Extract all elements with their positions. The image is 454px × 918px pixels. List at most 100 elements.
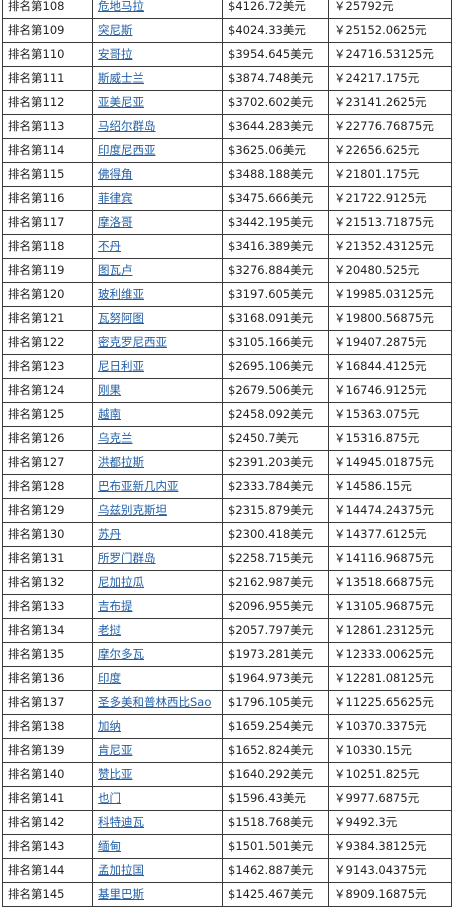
rank-cell: 排名第144 [2, 858, 93, 883]
table-body: 排名第108 危地马拉 $4126.72美元 ￥25792元 排名第109 突尼斯 $402… [2, 0, 452, 907]
rank-cell: 排名第120 [2, 282, 93, 307]
country-cell: 所罗门群岛 [92, 546, 223, 571]
country-link[interactable]: 刚果 [98, 383, 121, 397]
country-cell: 斯威士兰 [92, 66, 223, 91]
country-link[interactable]: 所罗门群岛 [98, 551, 156, 565]
usd-value-cell: $3874.748美元 [222, 66, 329, 91]
table-row: 排名第141 也门 $1596.43美元 ￥9977.6875元 [2, 786, 452, 811]
country-link[interactable]: 巴布亚新几内亚 [98, 479, 179, 493]
country-link[interactable]: 尼日利亚 [98, 359, 144, 373]
country-cell: 瓦努阿图 [92, 306, 223, 331]
country-link[interactable]: 瓦努阿图 [98, 311, 144, 325]
country-link[interactable]: 菲律宾 [98, 191, 133, 205]
country-link[interactable]: 斯威士兰 [98, 71, 144, 85]
table-row: 排名第115 佛得角 $3488.188美元 ￥21801.175元 [2, 162, 452, 187]
table-row: 排名第109 突尼斯 $4024.33美元 ￥25152.0625元 [2, 18, 452, 43]
country-link[interactable]: 不丹 [98, 239, 121, 253]
country-link[interactable]: 安哥拉 [98, 47, 133, 61]
country-link[interactable]: 老挝 [98, 623, 121, 637]
rank-cell: 排名第119 [2, 258, 93, 283]
country-link[interactable]: 加纳 [98, 719, 121, 733]
cny-value-cell: ￥12861.23125元 [328, 618, 452, 643]
country-link[interactable]: 圣多美和普林西比Sao [98, 695, 212, 709]
cny-value-cell: ￥21722.9125元 [328, 186, 452, 211]
usd-value-cell: $2333.784美元 [222, 474, 329, 499]
usd-value-cell: $2096.955美元 [222, 594, 329, 619]
country-link[interactable]: 乌克兰 [98, 431, 133, 445]
table-row: 排名第137 圣多美和普林西比Sao $1796.105美元 ￥11225.65625… [2, 690, 452, 715]
rank-cell: 排名第123 [2, 354, 93, 379]
usd-value-cell: $2057.797美元 [222, 618, 329, 643]
country-link[interactable]: 越南 [98, 407, 121, 421]
rank-cell: 排名第138 [2, 714, 93, 739]
rank-cell: 排名第136 [2, 666, 93, 691]
country-link[interactable]: 吉布提 [98, 599, 133, 613]
rank-cell: 排名第122 [2, 330, 93, 355]
cny-value-cell: ￥10370.3375元 [328, 714, 452, 739]
country-link[interactable]: 危地马拉 [98, 0, 144, 13]
country-link[interactable]: 苏丹 [98, 527, 121, 541]
table-row: 排名第108 危地马拉 $4126.72美元 ￥25792元 [2, 0, 452, 19]
cny-value-cell: ￥9492.3元 [328, 810, 452, 835]
cny-value-cell: ￥12333.00625元 [328, 642, 452, 667]
country-link[interactable]: 孟加拉国 [98, 863, 144, 877]
country-cell: 突尼斯 [92, 18, 223, 43]
country-link[interactable]: 肯尼亚 [98, 743, 133, 757]
country-link[interactable]: 赞比亚 [98, 767, 133, 781]
rank-cell: 排名第109 [2, 18, 93, 43]
usd-value-cell: $2300.418美元 [222, 522, 329, 547]
country-cell: 巴布亚新几内亚 [92, 474, 223, 499]
country-link[interactable]: 洪都拉斯 [98, 455, 144, 469]
country-link[interactable]: 印度 [98, 671, 121, 685]
rank-cell: 排名第130 [2, 522, 93, 547]
country-link[interactable]: 亚美尼亚 [98, 95, 144, 109]
table-row: 排名第118 不丹 $3416.389美元 ￥21352.43125元 [2, 234, 452, 259]
country-link[interactable]: 基里巴斯 [98, 887, 144, 901]
country-cell: 菲律宾 [92, 186, 223, 211]
rank-cell: 排名第145 [2, 882, 93, 907]
country-link[interactable]: 佛得角 [98, 167, 133, 181]
rank-cell: 排名第127 [2, 450, 93, 475]
rank-cell: 排名第125 [2, 402, 93, 427]
table-row: 排名第129 乌兹别克斯坦 $2315.879美元 ￥14474.24375元 [2, 498, 452, 523]
country-link[interactable]: 乌兹别克斯坦 [98, 503, 167, 517]
rank-cell: 排名第142 [2, 810, 93, 835]
country-link[interactable]: 摩尔多瓦 [98, 647, 144, 661]
table-row: 排名第132 尼加拉瓜 $2162.987美元 ￥13518.66875元 [2, 570, 452, 595]
usd-value-cell: $2695.106美元 [222, 354, 329, 379]
country-link[interactable]: 也门 [98, 791, 121, 805]
country-cell: 肯尼亚 [92, 738, 223, 763]
country-link[interactable]: 马绍尔群岛 [98, 119, 156, 133]
table-row: 排名第125 越南 $2458.092美元 ￥15363.075元 [2, 402, 452, 427]
usd-value-cell: $3488.188美元 [222, 162, 329, 187]
cny-value-cell: ￥24217.175元 [328, 66, 452, 91]
usd-value-cell: $3276.884美元 [222, 258, 329, 283]
usd-value-cell: $3702.602美元 [222, 90, 329, 115]
country-link[interactable]: 玻利维亚 [98, 287, 144, 301]
country-link[interactable]: 尼加拉瓜 [98, 575, 144, 589]
country-link[interactable]: 摩洛哥 [98, 215, 133, 229]
country-cell: 赞比亚 [92, 762, 223, 787]
country-link[interactable]: 缅甸 [98, 839, 121, 853]
usd-value-cell: $2450.7美元 [222, 426, 329, 451]
cny-value-cell: ￥16844.4125元 [328, 354, 452, 379]
cny-value-cell: ￥12281.08125元 [328, 666, 452, 691]
country-link[interactable]: 科特迪瓦 [98, 815, 144, 829]
usd-value-cell: $3954.645美元 [222, 42, 329, 67]
cny-value-cell: ￥10330.15元 [328, 738, 452, 763]
rank-cell: 排名第134 [2, 618, 93, 643]
usd-value-cell: $2458.092美元 [222, 402, 329, 427]
rank-cell: 排名第132 [2, 570, 93, 595]
country-link[interactable]: 密克罗尼西亚 [98, 335, 167, 349]
usd-value-cell: $2258.715美元 [222, 546, 329, 571]
table-row: 排名第126 乌克兰 $2450.7美元 ￥15316.875元 [2, 426, 452, 451]
country-link[interactable]: 印度尼西亚 [98, 143, 156, 157]
cny-value-cell: ￥14116.96875元 [328, 546, 452, 571]
country-link[interactable]: 图瓦卢 [98, 263, 133, 277]
country-cell: 危地马拉 [92, 0, 223, 19]
rank-cell: 排名第143 [2, 834, 93, 859]
rank-cell: 排名第118 [2, 234, 93, 259]
cny-value-cell: ￥9384.38125元 [328, 834, 452, 859]
country-link[interactable]: 突尼斯 [98, 23, 133, 37]
